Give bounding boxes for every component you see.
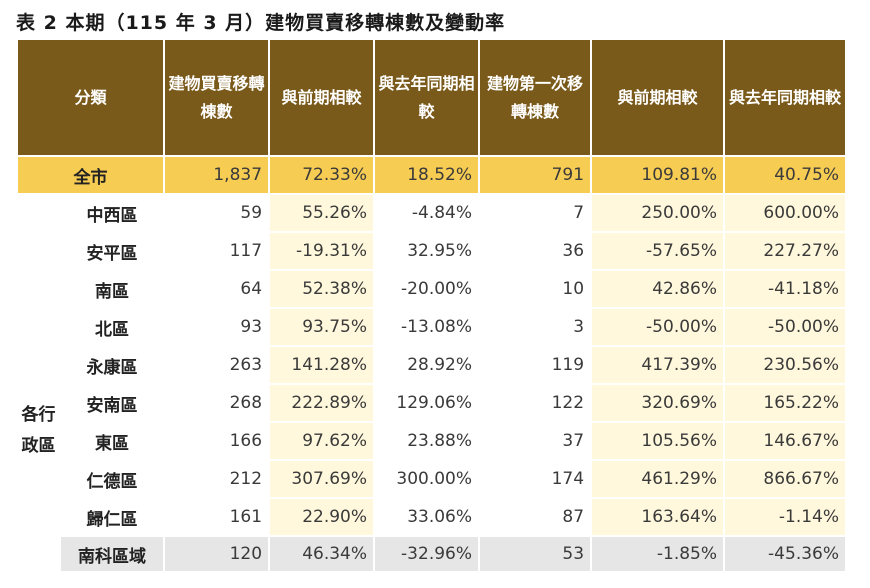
transfer-table: 分類 建物買賣移轉棟數 與前期相較 與去年同期相較 建物第一次移轉棟數 與前期相…	[15, 38, 848, 573]
table-title: 表 2 本期（115 年 3 月）建物買賣移轉棟數及變動率	[16, 12, 506, 34]
table-row: 仁德區 212 307.69% 300.00% 174 461.29% 866.67%	[17, 459, 848, 499]
cell-transfers: 161	[163, 497, 271, 537]
city-yoy: 18.52%	[373, 155, 481, 195]
table-row: 北區 93 93.75% -13.08% 3 -50.00% -50.00%	[17, 307, 848, 347]
header-yoy: 與去年同期相較	[373, 38, 481, 157]
district-name: 仁德區	[58, 459, 166, 499]
table-row: 歸仁區 161 22.90% 33.06% 87 163.64% -1.14%	[17, 497, 848, 537]
district-name: 南科區域	[58, 535, 166, 573]
header-row: 分類 建物買賣移轉棟數 與前期相較 與去年同期相較 建物第一次移轉棟數 與前期相…	[15, 38, 848, 157]
city-row: 全市 1,837 72.33% 18.52% 791 109.81% 40.75…	[15, 155, 848, 195]
table-row: 東區 166 97.62% 23.88% 37 105.56% 146.67%	[17, 421, 848, 461]
cell-yoy: -13.08%	[373, 307, 481, 347]
cell-prev2: -1.85%	[590, 535, 726, 573]
cell-yoy2: -45.36%	[723, 535, 848, 573]
cell-yoy2: 146.67%	[723, 421, 848, 461]
cell-transfers: 64	[163, 269, 271, 309]
cell-prev: 222.89%	[268, 383, 376, 423]
table-row: 永康區 263 141.28% 28.92% 119 417.39% 230.56%	[17, 345, 848, 385]
cell-prev: 52.38%	[268, 269, 376, 309]
cell-yoy: 33.06%	[373, 497, 481, 537]
cell-transfers: 117	[163, 231, 271, 271]
cell-transfers: 120	[163, 535, 271, 573]
cell-first: 7	[478, 193, 593, 233]
cell-yoy2: -1.14%	[723, 497, 848, 537]
cell-prev: 97.62%	[268, 421, 376, 461]
cell-prev2: 163.64%	[590, 497, 726, 537]
table-row: 各行政區 中西區 59 55.26% -4.84% 7 250.00% 600.00%	[16, 193, 848, 573]
cell-yoy2: 600.00%	[723, 193, 848, 233]
cell-yoy2: 230.56%	[723, 345, 848, 385]
cell-transfers: 93	[163, 307, 271, 347]
header-prev2: 與前期相較	[590, 38, 726, 157]
district-name: 歸仁區	[58, 497, 166, 537]
district-name: 中西區	[58, 193, 166, 233]
cell-prev2: 105.56%	[590, 421, 726, 461]
cell-prev2: 42.86%	[590, 269, 726, 309]
district-name: 南區	[58, 269, 166, 309]
table-row: 安南區 268 222.89% 129.06% 122 320.69% 165.22%	[17, 383, 848, 423]
cell-yoy2: -41.18%	[723, 269, 848, 309]
cell-yoy2: 866.67%	[723, 459, 848, 499]
cell-yoy: -32.96%	[373, 535, 481, 573]
cell-prev2: 320.69%	[590, 383, 726, 423]
cell-yoy2: 165.22%	[723, 383, 848, 423]
cell-prev: 141.28%	[268, 345, 376, 385]
cell-prev2: 417.39%	[590, 345, 726, 385]
city-transfers: 1,837	[163, 155, 271, 195]
cell-first: 122	[478, 383, 593, 423]
cell-first: 3	[478, 307, 593, 347]
header-transfers: 建物買賣移轉棟數	[163, 38, 271, 157]
city-first: 791	[478, 155, 593, 195]
region-row: 南科區域 120 46.34% -32.96% 53 -1.85% -45.36%	[17, 535, 848, 573]
cell-yoy: 28.92%	[373, 345, 481, 385]
cell-first: 37	[478, 421, 593, 461]
city-yoy2: 40.75%	[723, 155, 848, 195]
header-category: 分類	[15, 38, 166, 157]
cell-yoy2: -50.00%	[723, 307, 848, 347]
cell-yoy: 129.06%	[373, 383, 481, 423]
cell-prev: 22.90%	[268, 497, 376, 537]
cell-first: 87	[478, 497, 593, 537]
district-name: 安南區	[58, 383, 166, 423]
cell-yoy: 300.00%	[373, 459, 481, 499]
cell-first: 10	[478, 269, 593, 309]
cell-transfers: 166	[163, 421, 271, 461]
header-prev: 與前期相較	[268, 38, 376, 157]
district-name: 永康區	[58, 345, 166, 385]
cell-yoy2: 227.27%	[723, 231, 848, 271]
cell-prev2: 461.29%	[590, 459, 726, 499]
city-prev: 72.33%	[268, 155, 376, 195]
cell-first: 53	[478, 535, 593, 573]
header-first: 建物第一次移轉棟數	[478, 38, 593, 157]
cell-prev2: 250.00%	[590, 193, 726, 233]
cell-prev2: -57.65%	[590, 231, 726, 271]
district-name: 北區	[58, 307, 166, 347]
cell-prev: 93.75%	[268, 307, 376, 347]
cell-prev: 55.26%	[268, 193, 376, 233]
cell-transfers: 59	[163, 193, 271, 233]
table-row: 安平區 117 -19.31% 32.95% 36 -57.65% 227.27%	[17, 231, 848, 271]
cell-prev2: -50.00%	[590, 307, 726, 347]
district-name: 東區	[58, 421, 166, 461]
district-group-label: 各行政區	[16, 193, 61, 573]
cell-prev: 307.69%	[268, 459, 376, 499]
cell-yoy: -20.00%	[373, 269, 481, 309]
cell-yoy: 23.88%	[373, 421, 481, 461]
table-row: 南區 64 52.38% -20.00% 10 42.86% -41.18%	[17, 269, 848, 309]
cell-transfers: 212	[163, 459, 271, 499]
cell-yoy: -4.84%	[373, 193, 481, 233]
city-prev2: 109.81%	[590, 155, 726, 195]
cell-transfers: 263	[163, 345, 271, 385]
cell-first: 174	[478, 459, 593, 499]
header-yoy2: 與去年同期相較	[723, 38, 848, 157]
cell-prev: 46.34%	[268, 535, 376, 573]
cell-yoy: 32.95%	[373, 231, 481, 271]
city-name: 全市	[15, 155, 166, 195]
cell-first: 36	[478, 231, 593, 271]
district-name: 安平區	[58, 231, 166, 271]
cell-prev: -19.31%	[268, 231, 376, 271]
cell-first: 119	[478, 345, 593, 385]
cell-transfers: 268	[163, 383, 271, 423]
